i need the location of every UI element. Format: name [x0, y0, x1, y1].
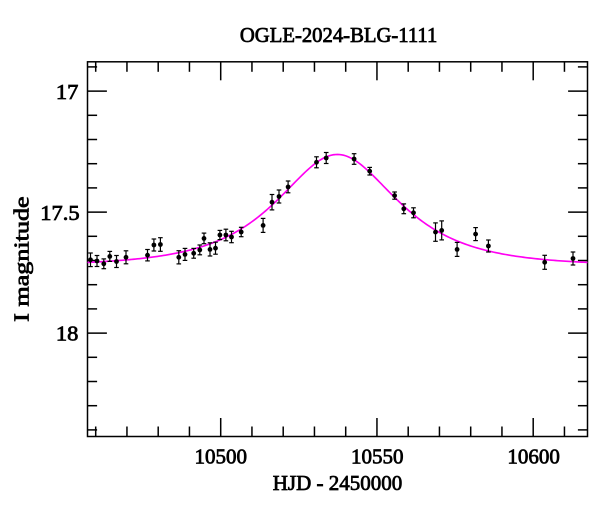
svg-text:18: 18 [56, 322, 79, 346]
svg-text:17.5: 17.5 [40, 201, 79, 225]
svg-text:17: 17 [56, 80, 79, 104]
svg-text:HJD - 2450000: HJD - 2450000 [273, 471, 403, 495]
svg-text:OGLE-2024-BLG-1111: OGLE-2024-BLG-1111 [240, 23, 438, 47]
svg-text:10550: 10550 [351, 444, 404, 468]
svg-text:I magnitude: I magnitude [9, 196, 33, 322]
svg-text:10500: 10500 [194, 444, 247, 468]
svg-text:10600: 10600 [507, 444, 560, 468]
